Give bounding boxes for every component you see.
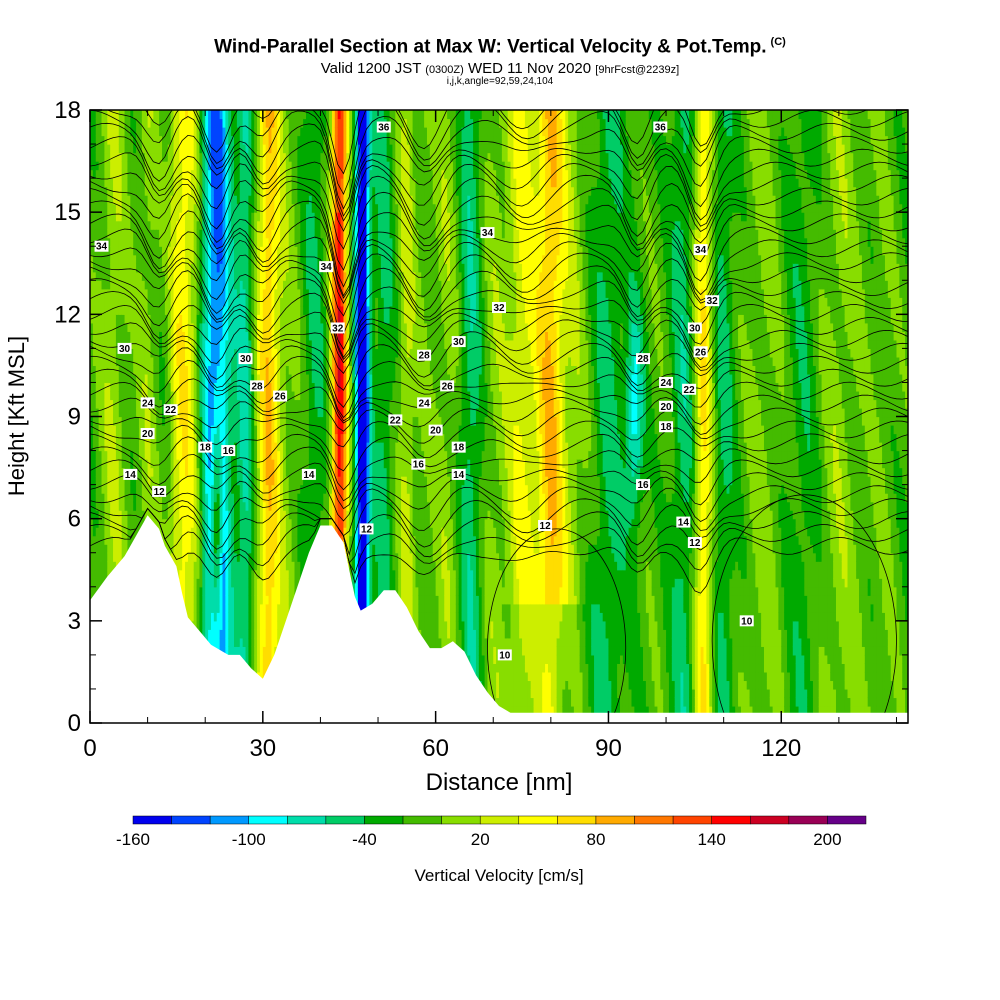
velocity-field [90,110,909,724]
